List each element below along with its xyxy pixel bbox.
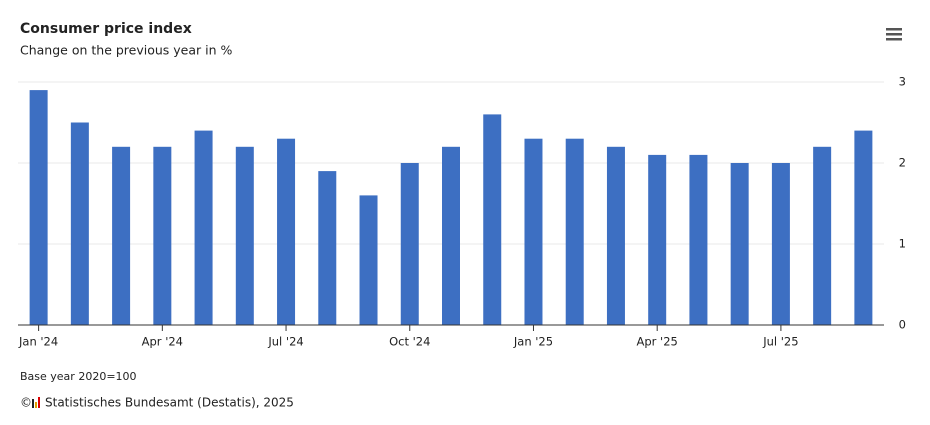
x-tick-label: Oct '24 (389, 335, 430, 349)
bar (359, 195, 378, 325)
note: Base year 2020=100 (20, 370, 137, 383)
y-tick-label: 1 (899, 237, 906, 251)
bar (483, 114, 502, 326)
x-tick-label: Jul '25 (762, 335, 798, 349)
source: Statistisches Bundesamt (Destatis), 2025 (45, 396, 294, 410)
menu-icon[interactable] (886, 33, 902, 36)
bar (400, 163, 419, 325)
bar (730, 163, 749, 325)
bar (565, 138, 584, 325)
bar (112, 146, 131, 325)
x-tick-label: Jan '24 (18, 335, 58, 349)
x-tick-label: Jan '25 (513, 335, 553, 349)
bar (442, 146, 460, 325)
bar (235, 146, 254, 325)
chart-title: Consumer price index (20, 21, 192, 37)
x-tick-label: Jul '24 (267, 335, 303, 349)
bar (689, 154, 708, 325)
y-tick-label: 0 (899, 318, 906, 332)
bar (318, 171, 337, 325)
bar (606, 146, 625, 325)
y-tick-label: 3 (899, 75, 906, 89)
bar (153, 146, 172, 325)
bar (813, 146, 832, 325)
bar (648, 154, 667, 325)
bar (29, 90, 48, 325)
x-tick-label: Apr '25 (637, 335, 678, 349)
logo-bar (32, 399, 34, 408)
bar (277, 138, 296, 325)
logo-bar (38, 397, 40, 408)
menu-icon[interactable] (886, 38, 902, 41)
chart-subtitle: Change on the previous year in % (20, 43, 233, 58)
bar (771, 163, 790, 325)
bar (70, 122, 89, 325)
logo-bar (35, 402, 37, 408)
bar (854, 130, 873, 325)
x-tick-label: Apr '24 (142, 335, 183, 349)
menu-button[interactable] (880, 22, 908, 46)
logo (32, 397, 40, 408)
bar (524, 138, 543, 325)
bar (194, 130, 213, 325)
copyright: © (20, 396, 32, 410)
menu-icon[interactable] (886, 28, 902, 31)
y-tick-label: 2 (899, 156, 906, 170)
